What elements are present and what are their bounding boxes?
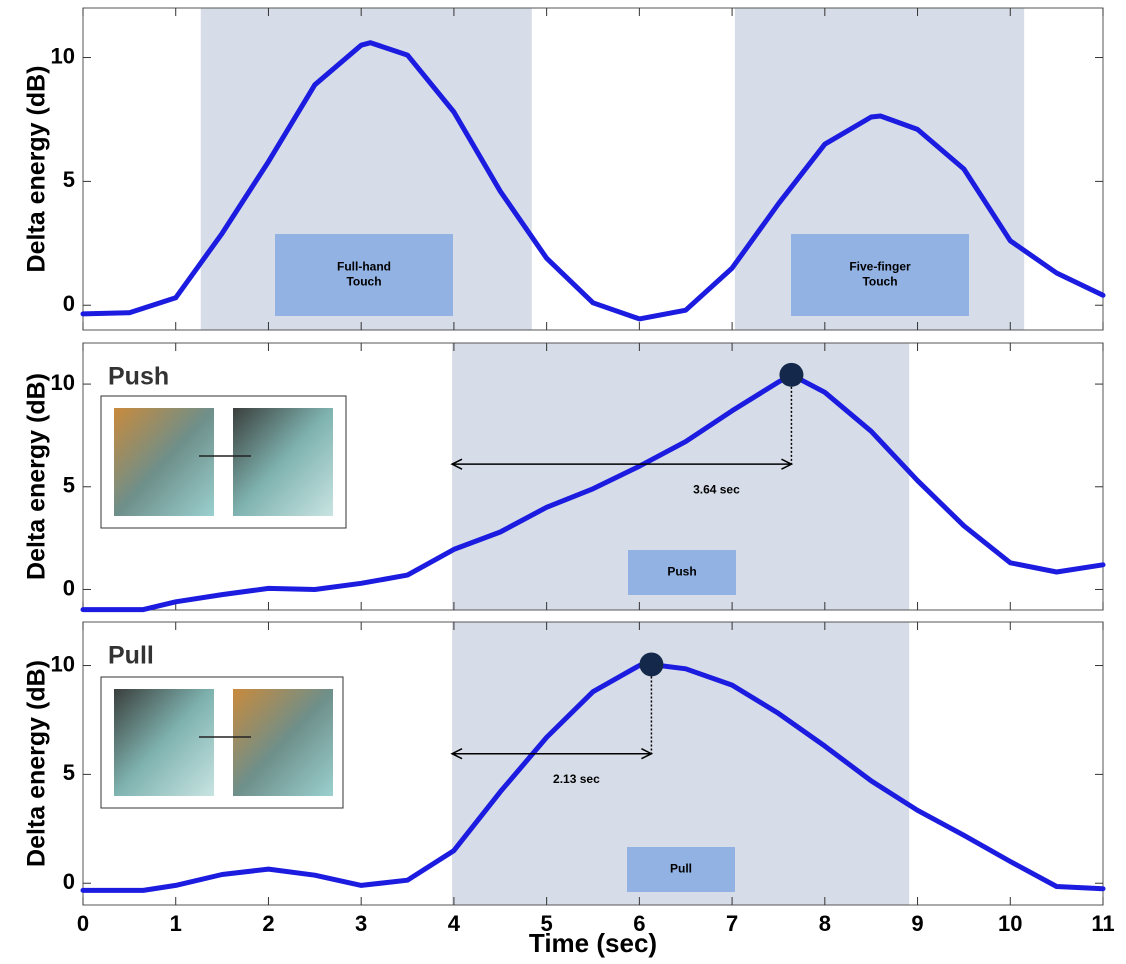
label-text: Touch	[862, 275, 897, 289]
label-text: Touch	[346, 275, 381, 289]
photo	[114, 689, 214, 796]
interval-label: 2.13 sec	[553, 772, 600, 786]
y-tick-label: 0	[63, 291, 75, 316]
x-tick-label: 1	[170, 911, 182, 936]
y-tick-label: 10	[51, 651, 75, 676]
x-tick-label: 11	[1091, 911, 1114, 936]
x-tick-label: 3	[355, 911, 367, 936]
label-text: Full-hand	[337, 260, 391, 274]
y-tick-label: 5	[63, 167, 75, 192]
y-tick-label: 10	[51, 43, 75, 68]
x-tick-label: 0	[77, 911, 89, 936]
panel-title: Pull	[108, 642, 154, 670]
label-text: Pull	[670, 862, 692, 876]
photo	[233, 408, 333, 516]
label-text: Five-finger	[849, 260, 911, 274]
label-text: Push	[667, 565, 696, 579]
photo	[233, 689, 333, 796]
x-tick-label: 10	[998, 911, 1022, 936]
peak-marker	[779, 363, 803, 387]
x-tick-label: 9	[911, 911, 923, 936]
x-tick-label: 8	[819, 911, 831, 936]
y-tick-label: 5	[63, 760, 75, 785]
y-axis-label: Delta energy (dB)	[23, 373, 51, 580]
y-axis-label: Delta energy (dB)	[23, 660, 51, 867]
x-tick-label: 2	[262, 911, 274, 936]
photo	[114, 408, 214, 516]
y-tick-label: 10	[51, 370, 75, 395]
y-tick-label: 0	[63, 575, 75, 600]
y-tick-label: 5	[63, 473, 75, 498]
interval-label: 3.64 sec	[693, 482, 740, 496]
panel-title: Push	[108, 363, 169, 391]
x-tick-label: 4	[448, 911, 461, 936]
figure: Full-handTouchFive-fingerTouch0510Delta …	[0, 0, 1126, 964]
x-axis-label: Time (sec)	[529, 928, 657, 958]
y-tick-label: 0	[63, 869, 75, 894]
x-tick-label: 7	[726, 911, 738, 936]
y-axis-label: Delta energy (dB)	[23, 66, 51, 273]
peak-marker	[639, 652, 663, 676]
